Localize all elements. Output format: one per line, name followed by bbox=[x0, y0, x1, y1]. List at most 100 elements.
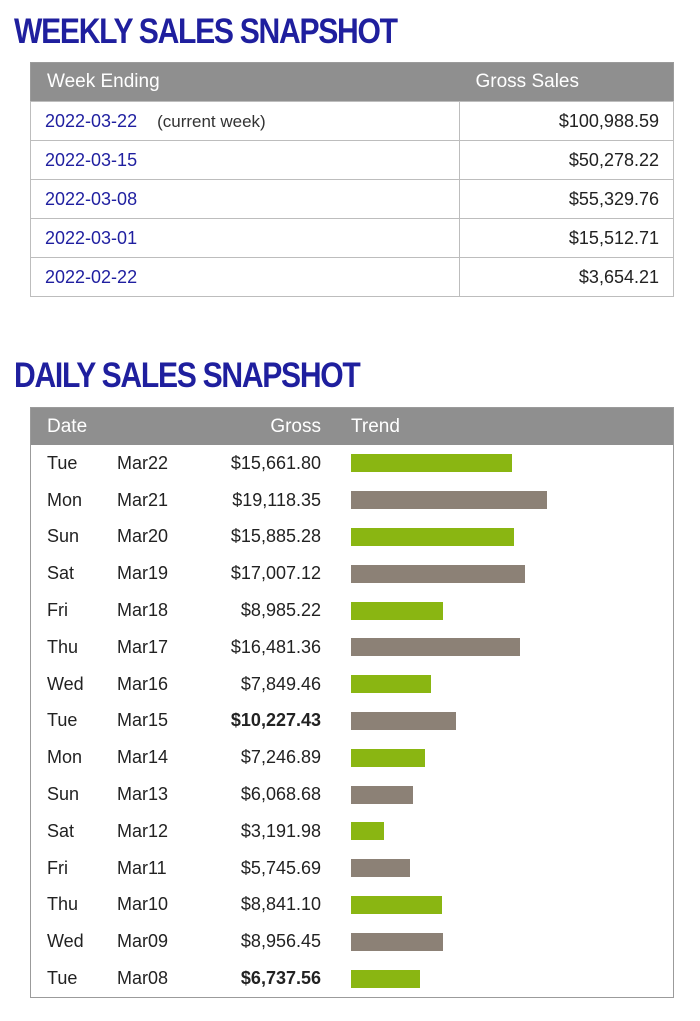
gross-sales-cell: $3,654.21 bbox=[459, 257, 674, 297]
gross-cell: $8,985.22 bbox=[240, 600, 321, 621]
date-cell: Mar16 bbox=[117, 673, 169, 694]
date-cell: Mar11 bbox=[117, 857, 167, 878]
week-ending-cell: 2022-02-22 bbox=[30, 257, 460, 297]
day-cell: Fri bbox=[47, 600, 68, 621]
weekly-sales-table: Week Ending Gross Sales 2022-03-22 (curre… bbox=[30, 62, 674, 297]
trend-cell bbox=[321, 813, 674, 850]
trend-cell bbox=[321, 739, 674, 776]
trend-bar bbox=[351, 675, 431, 694]
date-header: Date bbox=[30, 407, 203, 445]
week-ending-link[interactable]: 2022-03-15 bbox=[45, 149, 138, 170]
weekly-row: 2022-03-22 (current week) $100,988.59 bbox=[30, 101, 674, 141]
trend-bar bbox=[351, 564, 525, 583]
daily-row: Tue Mar08 $6,737.56 bbox=[31, 960, 674, 997]
gross-cell: $7,246.89 bbox=[240, 747, 321, 768]
week-ending-link[interactable]: 2022-03-01 bbox=[45, 227, 138, 248]
day-cell: Mon bbox=[47, 747, 83, 768]
gross-cell: $7,849.46 bbox=[240, 673, 321, 694]
daily-row: Sat Mar19 $17,007.12 bbox=[31, 555, 674, 592]
gross-cell: $19,118.35 bbox=[232, 489, 321, 510]
gross-sales-cell: $50,278.22 bbox=[459, 140, 674, 180]
date-cell: Mar20 bbox=[117, 526, 169, 547]
trend-cell bbox=[321, 703, 674, 740]
trend-bar bbox=[351, 711, 456, 730]
gross-cell: $15,661.80 bbox=[230, 452, 321, 473]
date-cell: Mar15 bbox=[117, 710, 169, 731]
trend-bar bbox=[351, 859, 410, 878]
date-cell: Mar09 bbox=[117, 931, 169, 952]
date-cell: Mar13 bbox=[117, 784, 169, 805]
weekly-row: 2022-03-15 $50,278.22 bbox=[30, 140, 674, 180]
gross-header: Gross bbox=[203, 407, 321, 445]
gross-sales-cell: $15,512.71 bbox=[459, 218, 674, 258]
trend-cell bbox=[321, 519, 674, 556]
day-cell: Tue bbox=[47, 452, 78, 473]
trend-cell bbox=[321, 776, 674, 813]
weekly-sales-title: WEEKLY SALES SNAPSHOT bbox=[14, 12, 398, 51]
day-cell: Sat bbox=[47, 820, 75, 841]
date-cell: Mar19 bbox=[117, 563, 169, 584]
daily-row: Mon Mar21 $19,118.35 bbox=[31, 482, 674, 519]
daily-row: Thu Mar17 $16,481.36 bbox=[31, 629, 674, 666]
date-cell: Mar21 bbox=[117, 489, 169, 510]
trend-cell bbox=[321, 666, 674, 703]
day-cell: Sat bbox=[47, 563, 75, 584]
daily-row: Sun Mar13 $6,068.68 bbox=[31, 776, 674, 813]
gross-cell: $15,885.28 bbox=[230, 526, 321, 547]
daily-row: Fri Mar11 $5,745.69 bbox=[31, 850, 674, 887]
date-cell: Mar18 bbox=[117, 600, 169, 621]
gross-cell: $5,745.69 bbox=[240, 857, 321, 878]
day-cell: Sun bbox=[47, 784, 80, 805]
trend-cell bbox=[321, 850, 674, 887]
current-week-note: (current week) bbox=[157, 111, 266, 131]
day-cell: Mon bbox=[47, 489, 83, 510]
date-cell: Mar08 bbox=[117, 968, 169, 989]
week-ending-link[interactable]: 2022-03-22 bbox=[45, 110, 138, 131]
trend-cell bbox=[321, 482, 674, 519]
date-cell: Mar14 bbox=[117, 747, 169, 768]
week-ending-link[interactable]: 2022-02-22 bbox=[45, 266, 138, 287]
day-cell: Fri bbox=[47, 857, 68, 878]
trend-bar bbox=[351, 527, 514, 546]
week-ending-link[interactable]: 2022-03-08 bbox=[45, 188, 138, 209]
gross-cell: $8,956.45 bbox=[240, 931, 321, 952]
week-ending-cell: 2022-03-08 bbox=[30, 179, 460, 219]
trend-bar bbox=[351, 748, 425, 767]
daily-sales-table: Date Gross Trend Tue Mar22 $15,661.80 Mon Ma… bbox=[30, 407, 674, 998]
gross-sales-cell: $100,988.59 bbox=[459, 101, 674, 141]
day-cell: Wed bbox=[47, 673, 84, 694]
daily-row: Wed Mar09 $8,956.45 bbox=[31, 923, 674, 960]
weekly-row: 2022-02-22 $3,654.21 bbox=[30, 257, 674, 297]
daily-row: Thu Mar10 $8,841.10 bbox=[31, 887, 674, 924]
daily-row: Tue Mar22 $15,661.80 bbox=[31, 445, 674, 482]
trend-cell bbox=[321, 887, 674, 924]
trend-cell bbox=[321, 592, 674, 629]
week-ending-cell: 2022-03-15 bbox=[30, 140, 460, 180]
weekly-row: 2022-03-08 $55,329.76 bbox=[30, 179, 674, 219]
day-cell: Wed bbox=[47, 931, 84, 952]
weekly-row: 2022-03-01 $15,512.71 bbox=[30, 218, 674, 258]
week-ending-header: Week Ending bbox=[30, 62, 460, 102]
trend-bar bbox=[351, 822, 384, 841]
date-cell: Mar22 bbox=[117, 452, 169, 473]
day-cell: Tue bbox=[47, 710, 78, 731]
trend-header: Trend bbox=[321, 407, 674, 445]
gross-cell: $10,227.43 bbox=[230, 710, 321, 731]
daily-row: Sun Mar20 $15,885.28 bbox=[31, 519, 674, 556]
daily-header-row: Date Gross Trend bbox=[30, 407, 674, 445]
trend-cell bbox=[321, 923, 674, 960]
trend-bar bbox=[351, 785, 413, 804]
daily-row: Sat Mar12 $3,191.98 bbox=[31, 813, 674, 850]
gross-cell: $6,068.68 bbox=[240, 784, 321, 805]
week-ending-cell: 2022-03-22 (current week) bbox=[30, 101, 460, 141]
trend-bar bbox=[351, 969, 420, 988]
gross-cell: $8,841.10 bbox=[240, 894, 321, 915]
trend-cell bbox=[321, 555, 674, 592]
day-cell: Tue bbox=[47, 968, 78, 989]
trend-cell bbox=[321, 629, 674, 666]
daily-row: Tue Mar15 $10,227.43 bbox=[31, 703, 674, 740]
gross-cell: $16,481.36 bbox=[230, 636, 321, 657]
trend-bar bbox=[351, 601, 443, 620]
day-cell: Thu bbox=[47, 636, 79, 657]
trend-bar bbox=[351, 895, 442, 914]
